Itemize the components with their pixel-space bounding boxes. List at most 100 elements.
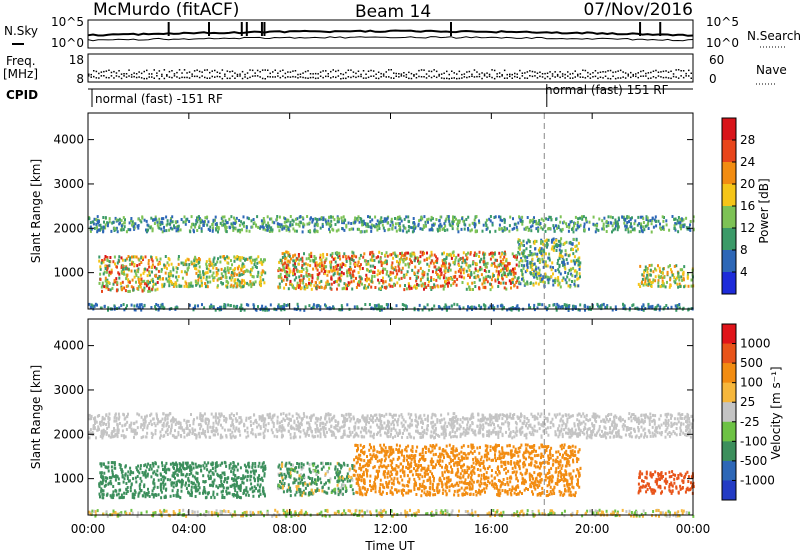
scatter-cell — [644, 265, 647, 269]
scatter-cell — [682, 277, 685, 281]
scatter-cell — [198, 265, 201, 269]
scatter-cell — [358, 509, 361, 513]
freq-dot — [587, 71, 589, 74]
scatter-cell — [215, 270, 218, 274]
noise-tick-right-high: 10^5 — [706, 15, 739, 29]
scatter-cell — [646, 273, 649, 277]
scatter-cell — [279, 268, 282, 272]
scatter-cell — [113, 255, 116, 259]
scatter-cell — [577, 284, 580, 288]
scatter-cell — [225, 275, 228, 279]
scatter-cell — [249, 487, 252, 491]
freq-dot — [503, 69, 506, 72]
freq-dot — [161, 73, 163, 76]
scatter-cell — [129, 466, 132, 470]
power-ylabel: Slant Range [km] — [29, 159, 43, 263]
scatter-cell — [184, 474, 187, 478]
scatter-cell — [572, 304, 575, 308]
scatter-cell — [143, 218, 146, 222]
scatter-cell — [330, 268, 333, 272]
nave-dot — [435, 76, 438, 79]
scatter-cell — [212, 260, 215, 264]
scatter-cell — [596, 224, 598, 228]
scatter-cell — [326, 253, 329, 257]
scatter-cell — [258, 474, 261, 478]
scatter-cell — [633, 227, 636, 231]
scatter-cell — [657, 284, 660, 288]
scatter-cell — [102, 260, 105, 264]
scatter-cell — [154, 472, 157, 476]
scatter-cell — [630, 511, 633, 514]
scatter-cell — [127, 280, 130, 284]
scatter-cell — [108, 260, 111, 263]
scatter-cell — [266, 215, 269, 219]
scatter-cell — [316, 263, 319, 267]
scatter-cell — [378, 250, 381, 254]
nave-dot — [602, 77, 604, 79]
velocity-bg — [88, 319, 693, 515]
scatter-cell — [293, 286, 296, 290]
scatter-cell — [317, 273, 320, 277]
scatter-cell — [318, 263, 321, 267]
scatter-cell — [287, 251, 290, 255]
scatter-cell — [611, 216, 614, 220]
scatter-cell — [117, 477, 120, 481]
nave-dot — [650, 77, 652, 79]
scatter-cell — [188, 282, 191, 286]
scatter-cell — [450, 511, 453, 515]
scatter-cell — [646, 216, 649, 220]
scatter-cell — [277, 285, 280, 289]
scatter-cell — [293, 265, 296, 269]
scatter-cell — [659, 226, 662, 230]
scatter-cell — [428, 256, 431, 260]
scatter-cell — [167, 263, 170, 267]
scatter-cell — [542, 260, 545, 264]
scatter-cell — [383, 229, 386, 233]
scatter-cell — [106, 259, 109, 262]
scatter-cell — [441, 252, 444, 256]
scatter-cell — [112, 260, 115, 264]
scatter-cell — [472, 288, 474, 291]
scatter-cell — [518, 239, 521, 242]
scatter-cell — [563, 220, 566, 224]
scatter-cell — [631, 228, 634, 232]
scatter-cell — [429, 286, 432, 289]
freq-dot — [224, 73, 226, 75]
scatter-cell — [438, 224, 441, 228]
scatter-cell — [575, 244, 578, 248]
scatter-cell — [363, 252, 366, 256]
scatter-cell — [158, 226, 161, 230]
scatter-cell — [534, 247, 537, 251]
scatter-cell — [563, 241, 566, 245]
scatter-cell — [458, 509, 460, 513]
scatter-cell — [309, 274, 312, 278]
nave-dot — [448, 78, 450, 80]
scatter-cell — [377, 303, 380, 307]
scatter-cell — [213, 263, 216, 267]
scatter-cell — [390, 278, 393, 282]
scatter-cell — [658, 266, 661, 270]
scatter-cell — [532, 218, 535, 222]
scatter-cell — [125, 306, 127, 310]
scatter-cell — [673, 217, 676, 221]
scatter-cell — [170, 262, 173, 266]
scatter-cell — [632, 514, 635, 518]
scatter-cell — [382, 267, 385, 271]
scatter-cell — [164, 255, 167, 258]
scatter-cell — [358, 280, 360, 284]
scatter-cell — [509, 215, 512, 219]
scatter-cell — [289, 281, 292, 285]
scatter-cell — [508, 229, 511, 233]
nave-dot — [181, 76, 183, 79]
scatter-cell — [210, 483, 213, 487]
scatter-cell — [125, 512, 128, 516]
scatter-cell — [137, 224, 140, 227]
scatter-cell — [165, 229, 168, 233]
scatter-cell — [362, 255, 365, 259]
scatter-cell — [376, 228, 379, 232]
scatter-cell — [394, 265, 397, 269]
scatter-cell — [118, 255, 121, 259]
scatter-cell — [396, 272, 399, 276]
freq-dot — [635, 73, 637, 75]
